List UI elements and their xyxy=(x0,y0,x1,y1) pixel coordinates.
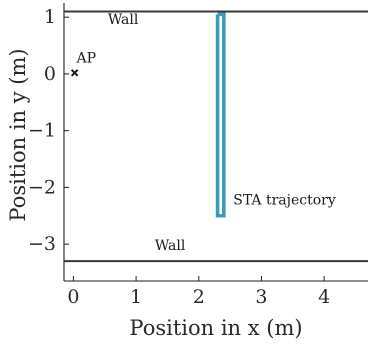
x-ticks: 0 1 2 3 4 xyxy=(67,276,330,308)
x-tick-label: 3 xyxy=(255,286,267,308)
y-tick-label: −3 xyxy=(28,233,56,255)
series-layer xyxy=(64,10,368,263)
ap-marker xyxy=(70,69,79,77)
bottom-wall-label: Wall xyxy=(155,238,186,254)
sta-trajectory-label: STA trajectory xyxy=(233,192,336,208)
x-tick-label: 4 xyxy=(318,286,330,308)
y-tick-label: −2 xyxy=(28,176,56,198)
x-axis-label: Position in x (m) xyxy=(129,316,302,340)
sta-trajectory-line xyxy=(215,12,226,218)
y-tick-label: 0 xyxy=(44,63,56,85)
annotation-layer: Wall Wall STA trajectory AP xyxy=(76,12,336,254)
y-tick-label: 1 xyxy=(44,6,56,28)
y-axis-label: Position in y (m) xyxy=(6,48,30,221)
x-tick-label: 1 xyxy=(130,286,142,308)
top-wall-label: Wall xyxy=(108,12,139,28)
x-tick-label: 2 xyxy=(193,286,205,308)
y-tick-label: −1 xyxy=(28,120,56,142)
x-tick-label: 0 xyxy=(67,286,79,308)
y-ticks: 1 0 −1 −2 −3 xyxy=(28,6,69,255)
ap-label: AP xyxy=(76,51,97,67)
